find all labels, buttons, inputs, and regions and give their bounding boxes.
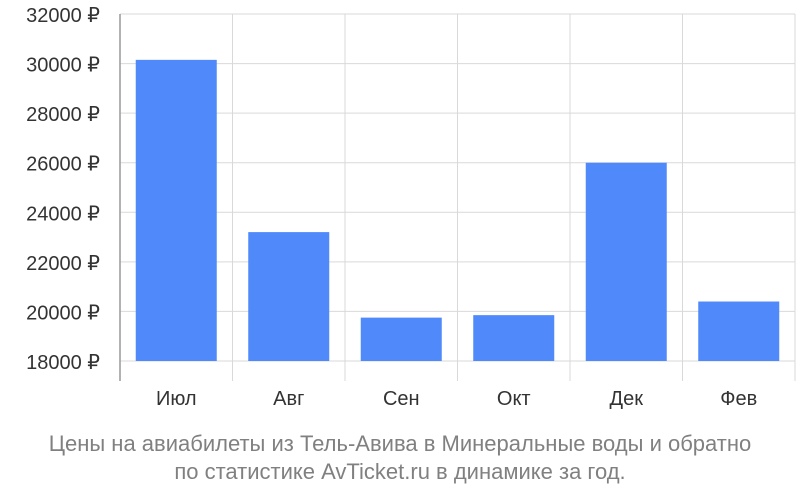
chart-caption: Цены на авиабилеты из Тель-Авива в Минер… — [0, 430, 800, 486]
bar-Фев — [698, 301, 780, 361]
y-tick-label: 22000 ₽ — [26, 253, 100, 275]
y-tick-label: 26000 ₽ — [26, 154, 100, 176]
bar-Июл — [135, 59, 217, 361]
y-tick-label: 20000 ₽ — [26, 302, 100, 324]
x-tick-label: Июл — [156, 388, 197, 410]
bar-chart: 18000 ₽ 20000 ₽ 22000 ₽ 24000 ₽ 26000 ₽ 28000… — [26, 5, 796, 410]
y-tick-label: 32000 ₽ — [26, 5, 100, 27]
y-tick-label: 18000 ₽ — [26, 352, 100, 374]
x-tick-label: Авг — [273, 388, 304, 410]
caption-line-2: по статистике AvTicket.ru в динамике за … — [174, 459, 626, 484]
y-tick-label: 28000 ₽ — [26, 104, 100, 126]
bar-Сен — [360, 317, 442, 361]
label-layer: 18000 ₽ 20000 ₽ 22000 ₽ 24000 ₽ 26000 ₽ 28000… — [26, 5, 757, 410]
y-tick-label: 30000 ₽ — [26, 55, 100, 77]
y-tick-label: 24000 ₽ — [26, 203, 100, 225]
x-tick-label: Сен — [383, 388, 420, 410]
bar-Окт — [473, 315, 555, 361]
x-tick-label: Дек — [610, 388, 644, 410]
x-tick-label: Окт — [497, 388, 531, 410]
bar-Авг — [248, 232, 330, 361]
bar-Дек — [585, 162, 667, 361]
grid-layer — [120, 13, 796, 381]
x-tick-label: Фев — [720, 388, 757, 410]
caption-line-1: Цены на авиабилеты из Тель-Авива в Минер… — [48, 431, 752, 456]
bars-layer — [135, 59, 780, 361]
